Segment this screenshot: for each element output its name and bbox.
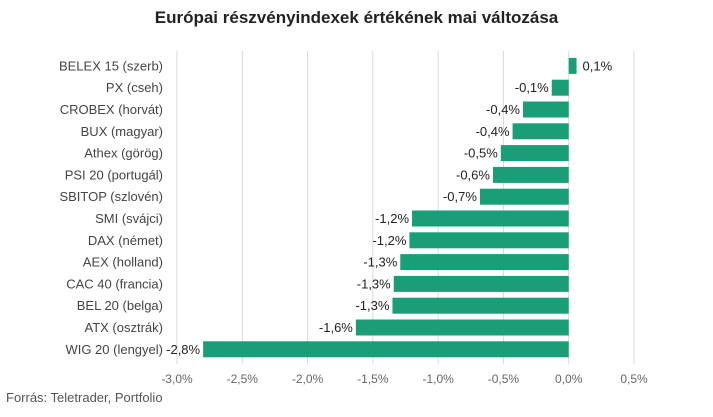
data-label: -0,1% — [515, 80, 549, 95]
bar — [523, 101, 569, 118]
category-label: SMI (svájci) — [95, 211, 163, 226]
bars — [203, 57, 577, 358]
category-label: ATX (osztrák) — [85, 320, 164, 335]
bar — [551, 79, 569, 96]
x-tick-label: -2,0% — [292, 372, 324, 385]
grid-lines — [176, 51, 635, 365]
value-labels: 0,1% -0,1% -0,4% -0,4% -0,5% -0,6% -0,7% -1,2% -… — [166, 58, 612, 356]
bar — [492, 166, 569, 183]
bar — [512, 123, 569, 140]
source-note: Forrás: Teletrader, Portfolio — [6, 390, 163, 405]
category-label: BELEX 15 (szerb) — [59, 58, 163, 73]
x-axis-tick-labels: -3,0% -2,5% -2,0% -1,5% -1,0% -0,5% 0,0% 0,5% — [161, 372, 648, 385]
x-tick-label: -3,0% — [161, 372, 193, 385]
bar — [203, 341, 569, 358]
bar — [412, 210, 569, 227]
category-label: BUX (magyar) — [81, 124, 163, 139]
data-label: -1,3% — [357, 276, 391, 291]
category-label: CAC 40 (francia) — [66, 276, 163, 291]
x-tick-label: 0,0% — [555, 372, 583, 385]
bar — [409, 232, 569, 249]
data-label: -2,8% — [166, 342, 200, 357]
data-label: -0,4% — [476, 124, 510, 139]
data-label: -0,7% — [443, 189, 477, 204]
data-label: -1,3% — [355, 298, 389, 313]
data-label: -1,6% — [319, 320, 353, 335]
category-label: PX (cseh) — [106, 80, 163, 95]
data-label: -0,4% — [486, 102, 520, 117]
bar — [392, 297, 569, 314]
data-label: -0,5% — [464, 146, 498, 161]
bar — [355, 319, 569, 336]
data-label: -1,3% — [363, 255, 397, 270]
data-label: -0,6% — [456, 167, 490, 182]
bar — [500, 145, 569, 162]
x-tick-label: -1,5% — [357, 372, 389, 385]
data-label: 0,1% — [583, 58, 613, 73]
category-label: Athex (görög) — [84, 146, 163, 161]
category-label: CROBEX (horvát) — [60, 102, 163, 117]
bar-chart: BELEX 15 (szerb) PX (cseh) CROBEX (horvát)… — [59, 51, 648, 385]
bar — [568, 57, 577, 74]
category-label: WIG 20 (lengyel) — [65, 342, 163, 357]
bar — [400, 254, 569, 271]
x-tick-label: -0,5% — [488, 372, 520, 385]
x-tick-label: -1,0% — [422, 372, 454, 385]
category-label: BEL 20 (belga) — [77, 298, 163, 313]
category-label: AEX (holland) — [83, 255, 163, 270]
category-label: SBITOP (szlovén) — [59, 189, 163, 204]
category-label: PSI 20 (portugál) — [65, 167, 163, 182]
x-tick-label: 0,5% — [620, 372, 648, 385]
category-label: DAX (német) — [88, 233, 163, 248]
bar — [479, 188, 569, 205]
data-label: -1,2% — [375, 211, 409, 226]
data-label: -1,2% — [372, 233, 406, 248]
chart-title: Európai részvényindexek értékének mai vá… — [154, 8, 559, 27]
category-labels: BELEX 15 (szerb) PX (cseh) CROBEX (horvát)… — [59, 58, 163, 356]
bar — [393, 275, 569, 292]
x-tick-label: -2,5% — [227, 372, 259, 385]
